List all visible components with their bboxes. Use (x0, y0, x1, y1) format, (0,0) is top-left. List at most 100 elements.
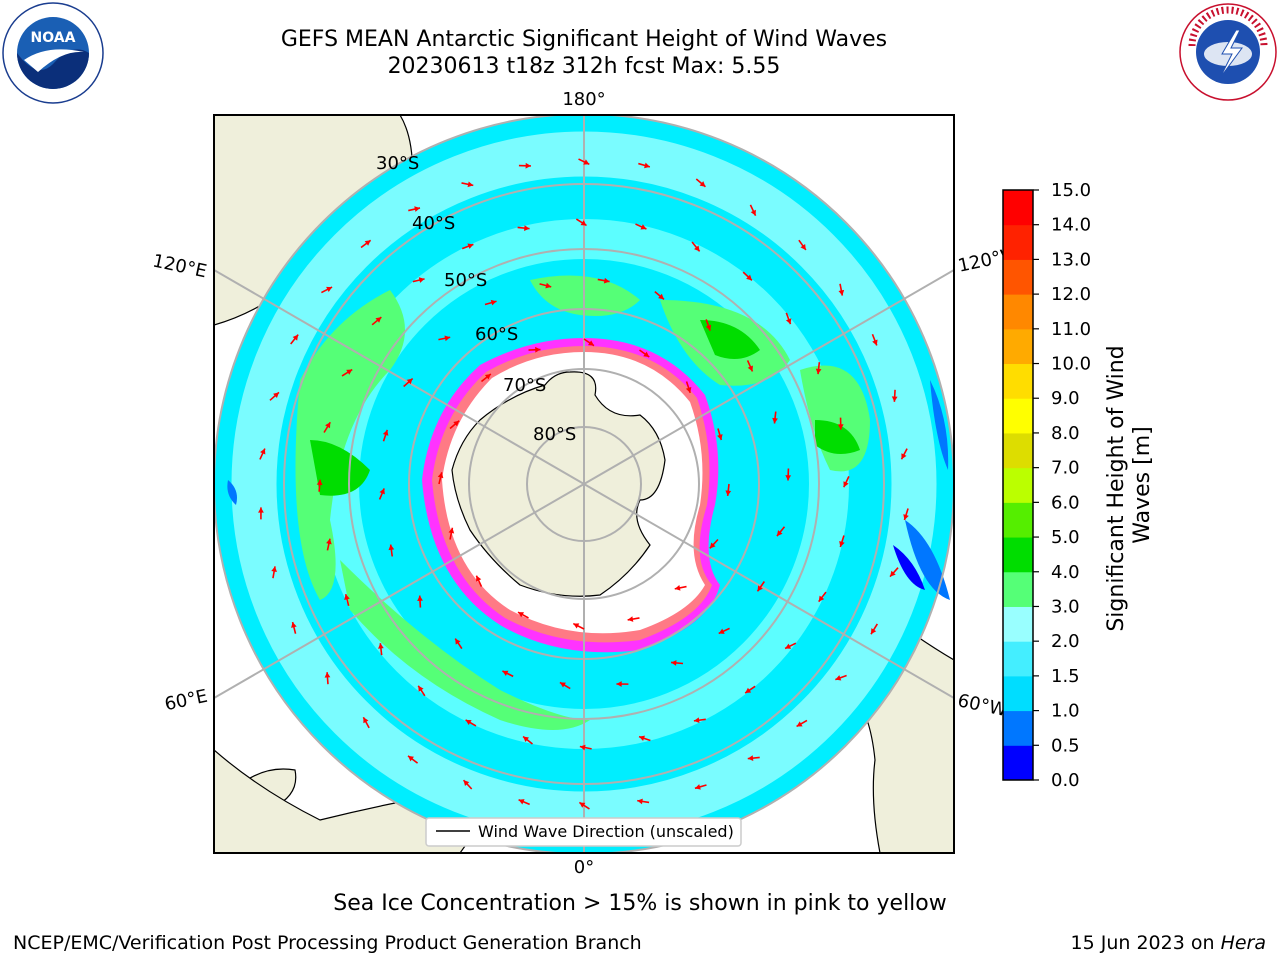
wave-direction-arrowhead (437, 472, 444, 479)
wave-direction-arrowhead (693, 717, 700, 724)
generation-host: Hera (1220, 932, 1266, 954)
wave-direction-arrowhead (326, 538, 332, 545)
wave-direction-arrowhead (258, 507, 264, 513)
colorbar-tick-label: 10.0 (1051, 354, 1091, 375)
legend-box (425, 817, 742, 847)
wave-direction-arrowhead (408, 755, 414, 762)
wave-direction-arrowhead (344, 594, 350, 600)
wave-direction-arrowhead (705, 324, 712, 331)
wave-direction-arrowhead (725, 490, 732, 496)
wave-direction-arrowhead (718, 628, 725, 634)
wave-direction-arrowhead (627, 616, 634, 622)
wave-direction-arrowhead (843, 481, 849, 488)
producer-credit: NCEP/EMC/Verification Post Processing Pr… (13, 932, 642, 954)
wave-direction-arrowhead (418, 277, 425, 283)
lat-label-30s: 30°S (376, 153, 419, 174)
wave-direction-arrowhead (785, 643, 792, 649)
colorbar-segment (1003, 224, 1033, 260)
meridian-120w (583, 269, 954, 485)
wave-direction-arrowhead (453, 420, 460, 427)
wave-direction-arrowhead (316, 479, 323, 486)
colorbar-tick-label: 0.5 (1051, 735, 1080, 756)
colorbar-tick-label: 2.0 (1051, 631, 1080, 652)
noaa-logo: NOAA (2, 2, 104, 104)
wave-direction-arrowhead (524, 225, 530, 231)
wave-direction-arrowhead (406, 378, 413, 385)
wave-direction-arrowhead (835, 675, 842, 681)
wave-direction-arrowhead (375, 317, 382, 323)
wave-direction-arrowhead (603, 277, 610, 284)
colorbar-tick-label: 14.0 (1051, 215, 1091, 236)
colorbar: 0.0 0.5 1.0 1.5 2.0 3.0 4.0 5.0 6.0 7.0 8.0 9.0 10.0… (1002, 180, 1091, 791)
colorbar-tick-label: 0.0 (1051, 770, 1080, 791)
wave-direction-arrowhead (573, 623, 580, 629)
meridian-120e (214, 269, 585, 485)
wave-direction-arrowhead (815, 368, 822, 375)
wave-direction-arrowhead (903, 514, 909, 520)
wave-direction-arrowhead (640, 224, 647, 230)
lat-label-80s: 80°S (533, 424, 576, 445)
colorbar-segment (1003, 571, 1033, 607)
wave-direction-arrowhead (325, 422, 331, 429)
wave-direction-arrowhead (518, 799, 525, 805)
generation-stamp: 15 Jun 2023 on Hera (1071, 932, 1267, 954)
colorbar-label-line1: Significant Height of Wind (1104, 345, 1129, 631)
wave-direction-arrowhead (378, 643, 384, 649)
colorbar-segment (1003, 328, 1033, 365)
colorbar-frame (1002, 189, 1034, 781)
wave-direction-arrowhead (587, 340, 594, 346)
wave-direction-arrowhead (643, 351, 650, 358)
colorbar-segment (1003, 294, 1033, 330)
wave-direction-arrowhead (324, 672, 331, 678)
colorbar-segment (1003, 190, 1033, 226)
colorbar-segment (1003, 467, 1033, 503)
antarctica-landmass (451, 371, 666, 597)
wave-direction-arrowhead (785, 475, 792, 481)
colorbar-tick-label: 1.5 (1051, 666, 1080, 687)
wave-direction-arrowhead (838, 289, 845, 296)
wave-direction-arrowhead (837, 424, 844, 430)
wave-direction-arrowhead (579, 802, 586, 808)
wave-direction-arrowhead (685, 386, 692, 393)
wave-direction-arrowhead (523, 736, 529, 743)
wave-band-3m-south (340, 560, 590, 730)
colorbar-tick-label: 13.0 (1051, 249, 1091, 270)
colorbar-label-line2: Waves [m] (1130, 426, 1155, 543)
lightning-icon (1219, 29, 1243, 79)
wave-direction-arrowhead (671, 660, 677, 666)
wave-direction-arrowhead (757, 585, 763, 592)
wave-direction-arrowhead (637, 798, 643, 805)
wave-direction-arrowhead (901, 453, 907, 460)
wave-direction-arrowhead (382, 429, 389, 436)
legend-label: Wind Wave Direction (unscaled) (478, 822, 734, 841)
wave-band-3m-west (295, 290, 405, 600)
colorbar-tick-label: 1.0 (1051, 701, 1080, 722)
wave-direction-arrowhead (747, 365, 753, 372)
noaa-bird (24, 49, 84, 72)
colorbar-tick-label: 7.0 (1051, 458, 1080, 479)
wave-direction-arrowhead (639, 735, 645, 742)
wave-direction-arrowhead (891, 396, 898, 402)
wind-wave-arrows (258, 158, 909, 810)
wave-band-0m (893, 545, 925, 590)
wave-direction-arrowhead (785, 318, 792, 325)
colorbar-segment (1003, 675, 1033, 712)
wave-direction-arrowhead (870, 628, 877, 635)
wave-direction-arrowhead (890, 570, 896, 577)
lon-label-60e: 60°E (163, 686, 210, 716)
wave-direction-arrowhead (525, 162, 531, 169)
colorbar-segment (1003, 432, 1033, 469)
nws-ring-text (1188, 6, 1268, 47)
colorbar-tick-label: 9.0 (1051, 388, 1080, 409)
wave-direction-arrowhead (644, 162, 650, 169)
wave-direction-arrowhead (746, 274, 752, 281)
wave-direction-arrowhead (417, 595, 423, 601)
colorbar-segment (1003, 363, 1033, 399)
wave-direction-arrowhead (750, 209, 756, 216)
wave-direction-arrowhead (476, 575, 482, 582)
wave-direction-arrowhead (455, 638, 461, 645)
lon-label-120e: 120°E (151, 251, 209, 283)
colorbar-segment (1003, 710, 1033, 746)
wave-direction-arrowhead (517, 612, 524, 618)
